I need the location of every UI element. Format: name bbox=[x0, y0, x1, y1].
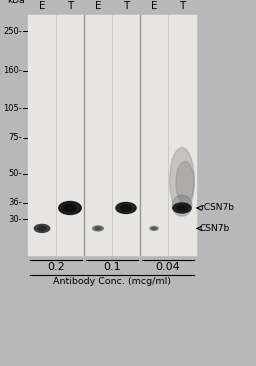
Bar bbox=[28, 15, 196, 255]
Ellipse shape bbox=[177, 205, 187, 211]
Text: 30-: 30- bbox=[8, 214, 22, 224]
Text: 250-: 250- bbox=[3, 27, 22, 36]
Ellipse shape bbox=[59, 201, 81, 214]
Text: rCSN7b: rCSN7b bbox=[197, 203, 234, 213]
Ellipse shape bbox=[176, 161, 194, 203]
Text: E: E bbox=[151, 1, 157, 11]
Text: T: T bbox=[179, 1, 185, 11]
Text: E: E bbox=[39, 1, 45, 11]
Text: 0.2: 0.2 bbox=[47, 262, 65, 272]
Text: 0.1: 0.1 bbox=[103, 262, 121, 272]
Ellipse shape bbox=[152, 227, 156, 229]
Text: 105-: 105- bbox=[3, 104, 22, 112]
Ellipse shape bbox=[34, 224, 50, 232]
Text: 50-: 50- bbox=[8, 169, 22, 178]
Text: 0.04: 0.04 bbox=[156, 262, 180, 272]
Ellipse shape bbox=[38, 226, 46, 231]
Ellipse shape bbox=[121, 205, 132, 211]
Ellipse shape bbox=[95, 227, 101, 230]
Ellipse shape bbox=[116, 202, 136, 213]
Text: kDa: kDa bbox=[7, 0, 25, 5]
Ellipse shape bbox=[170, 147, 194, 214]
Text: T: T bbox=[123, 1, 129, 11]
Ellipse shape bbox=[173, 203, 191, 213]
Ellipse shape bbox=[172, 195, 192, 216]
Text: CSN7b: CSN7b bbox=[197, 224, 230, 233]
Ellipse shape bbox=[150, 227, 158, 231]
Text: E: E bbox=[95, 1, 101, 11]
Text: 75-: 75- bbox=[8, 133, 22, 142]
Text: 36-: 36- bbox=[8, 198, 22, 208]
Ellipse shape bbox=[64, 204, 76, 212]
Ellipse shape bbox=[93, 226, 103, 231]
Text: 160-: 160- bbox=[3, 66, 22, 75]
Text: Antibody Conc. (mcg/ml): Antibody Conc. (mcg/ml) bbox=[53, 277, 171, 286]
Text: T: T bbox=[67, 1, 73, 11]
